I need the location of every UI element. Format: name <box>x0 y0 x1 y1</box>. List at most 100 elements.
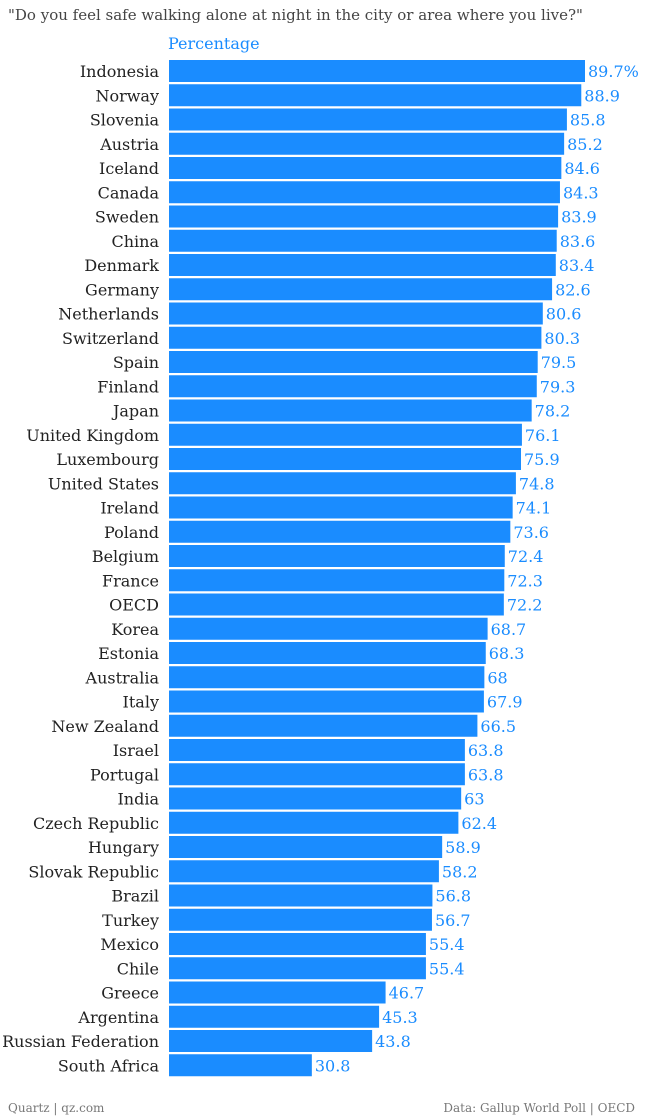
bar <box>169 278 553 301</box>
bar <box>169 1005 380 1028</box>
bar-row: Brazil 56.8 <box>111 884 471 907</box>
category-label: OECD <box>109 596 159 615</box>
category-label: Australia <box>85 668 160 687</box>
value-label: 84.6 <box>564 159 600 178</box>
value-label: 73.6 <box>513 523 549 542</box>
category-label: Germany <box>85 280 159 299</box>
category-label: Luxembourg <box>56 450 159 469</box>
value-label: 43.8 <box>375 1032 411 1051</box>
category-label: Hungary <box>88 838 159 857</box>
value-label: 79.5 <box>541 353 577 372</box>
value-label: 83.4 <box>559 256 595 275</box>
bar-row: Estonia 68.3 <box>98 642 524 664</box>
bar-row: Ireland 74.1 <box>100 496 551 519</box>
category-label: India <box>117 790 159 809</box>
bar <box>169 108 567 131</box>
value-label: 58.2 <box>442 862 478 881</box>
bar-row: Luxembourg 75.9 <box>56 448 560 470</box>
bar <box>169 1030 373 1052</box>
category-label: China <box>111 232 159 251</box>
value-label: 83.9 <box>561 208 597 227</box>
category-label: Italy <box>123 693 159 712</box>
bar-row: Germany 82.6 <box>85 278 591 301</box>
value-label: 68.3 <box>489 644 525 663</box>
bar-row: Sweden 83.9 <box>95 205 597 228</box>
category-label: Argentina <box>77 1008 159 1027</box>
category-label: Indonesia <box>80 62 160 81</box>
bar <box>169 181 560 204</box>
bar <box>169 690 484 713</box>
bar <box>169 448 521 470</box>
bar-row: Spain 79.5 <box>113 351 576 373</box>
bar-row: Korea 68.7 <box>111 617 526 640</box>
category-label: Brazil <box>111 887 159 906</box>
value-label: 63 <box>464 790 484 809</box>
value-label: 63.8 <box>468 741 504 760</box>
category-label: Mexico <box>100 935 159 954</box>
bar <box>169 811 459 834</box>
bar-row: Slovenia 85.8 <box>90 108 606 131</box>
value-label: 84.3 <box>563 183 599 202</box>
bar-row: China 83.6 <box>111 229 595 252</box>
bar <box>169 763 465 786</box>
bar-row: Denmark 83.4 <box>84 254 594 276</box>
bar <box>169 302 543 325</box>
category-label: Norway <box>95 86 159 105</box>
value-label: 72.4 <box>508 547 544 566</box>
category-label: Czech Republic <box>33 814 159 833</box>
bar-row: Hungary 58.9 <box>88 836 481 858</box>
bar <box>169 472 516 495</box>
category-label: Austria <box>99 135 159 154</box>
bar <box>169 375 537 398</box>
bar <box>169 666 485 689</box>
bar <box>169 545 505 567</box>
bar <box>169 399 532 422</box>
value-label: 88.9 <box>584 86 620 105</box>
category-label: South Africa <box>58 1056 160 1075</box>
bar <box>169 739 465 761</box>
bar <box>169 642 486 664</box>
bar <box>169 860 439 883</box>
value-label: 55.4 <box>429 959 465 978</box>
value-label: 56.8 <box>435 887 471 906</box>
bar-row: Mexico 55.4 <box>100 933 465 955</box>
bar <box>169 957 426 980</box>
bar-row: Chile 55.4 <box>117 957 465 980</box>
value-label: 58.9 <box>445 838 481 857</box>
bar <box>169 714 478 737</box>
value-label: 72.2 <box>507 596 543 615</box>
chart-title: "Do you feel safe walking alone at night… <box>8 6 583 24</box>
category-label: Iceland <box>99 159 159 178</box>
footer-source: Data: Gallup World Poll | OECD <box>443 1101 635 1115</box>
value-label: 76.1 <box>525 426 561 445</box>
bar-row: Australia 68 <box>85 666 508 689</box>
bar <box>169 351 538 373</box>
bar-row: Italy 67.9 <box>123 690 523 713</box>
value-label: 66.5 <box>480 717 516 736</box>
category-label: Poland <box>104 523 159 542</box>
category-label: Belgium <box>92 547 159 566</box>
category-label: United Kingdom <box>26 426 159 445</box>
value-label: 72.3 <box>507 571 543 590</box>
bar <box>169 520 511 543</box>
value-label: 63.8 <box>468 765 504 784</box>
bar-row: Indonesia 89.7% <box>80 60 639 82</box>
value-label: 85.8 <box>570 111 606 130</box>
bar <box>169 884 433 907</box>
value-label: 67.9 <box>487 693 523 712</box>
bar <box>169 593 504 616</box>
value-label: 79.3 <box>540 377 576 396</box>
category-label: Portugal <box>90 765 159 784</box>
bar-row: Iceland 84.6 <box>99 157 600 179</box>
value-label: 80.6 <box>546 305 582 324</box>
bar-row: Norway 88.9 <box>95 84 620 107</box>
bar-row: United Kingdom 76.1 <box>26 423 561 446</box>
category-label: Turkey <box>102 911 159 930</box>
bar-row: Portugal 63.8 <box>90 763 504 786</box>
bar-row: New Zealand 66.5 <box>51 714 516 737</box>
bar <box>169 157 562 179</box>
category-label: Denmark <box>84 256 159 275</box>
value-label: 80.3 <box>544 329 580 348</box>
bar-row: Turkey 56.7 <box>102 908 471 931</box>
